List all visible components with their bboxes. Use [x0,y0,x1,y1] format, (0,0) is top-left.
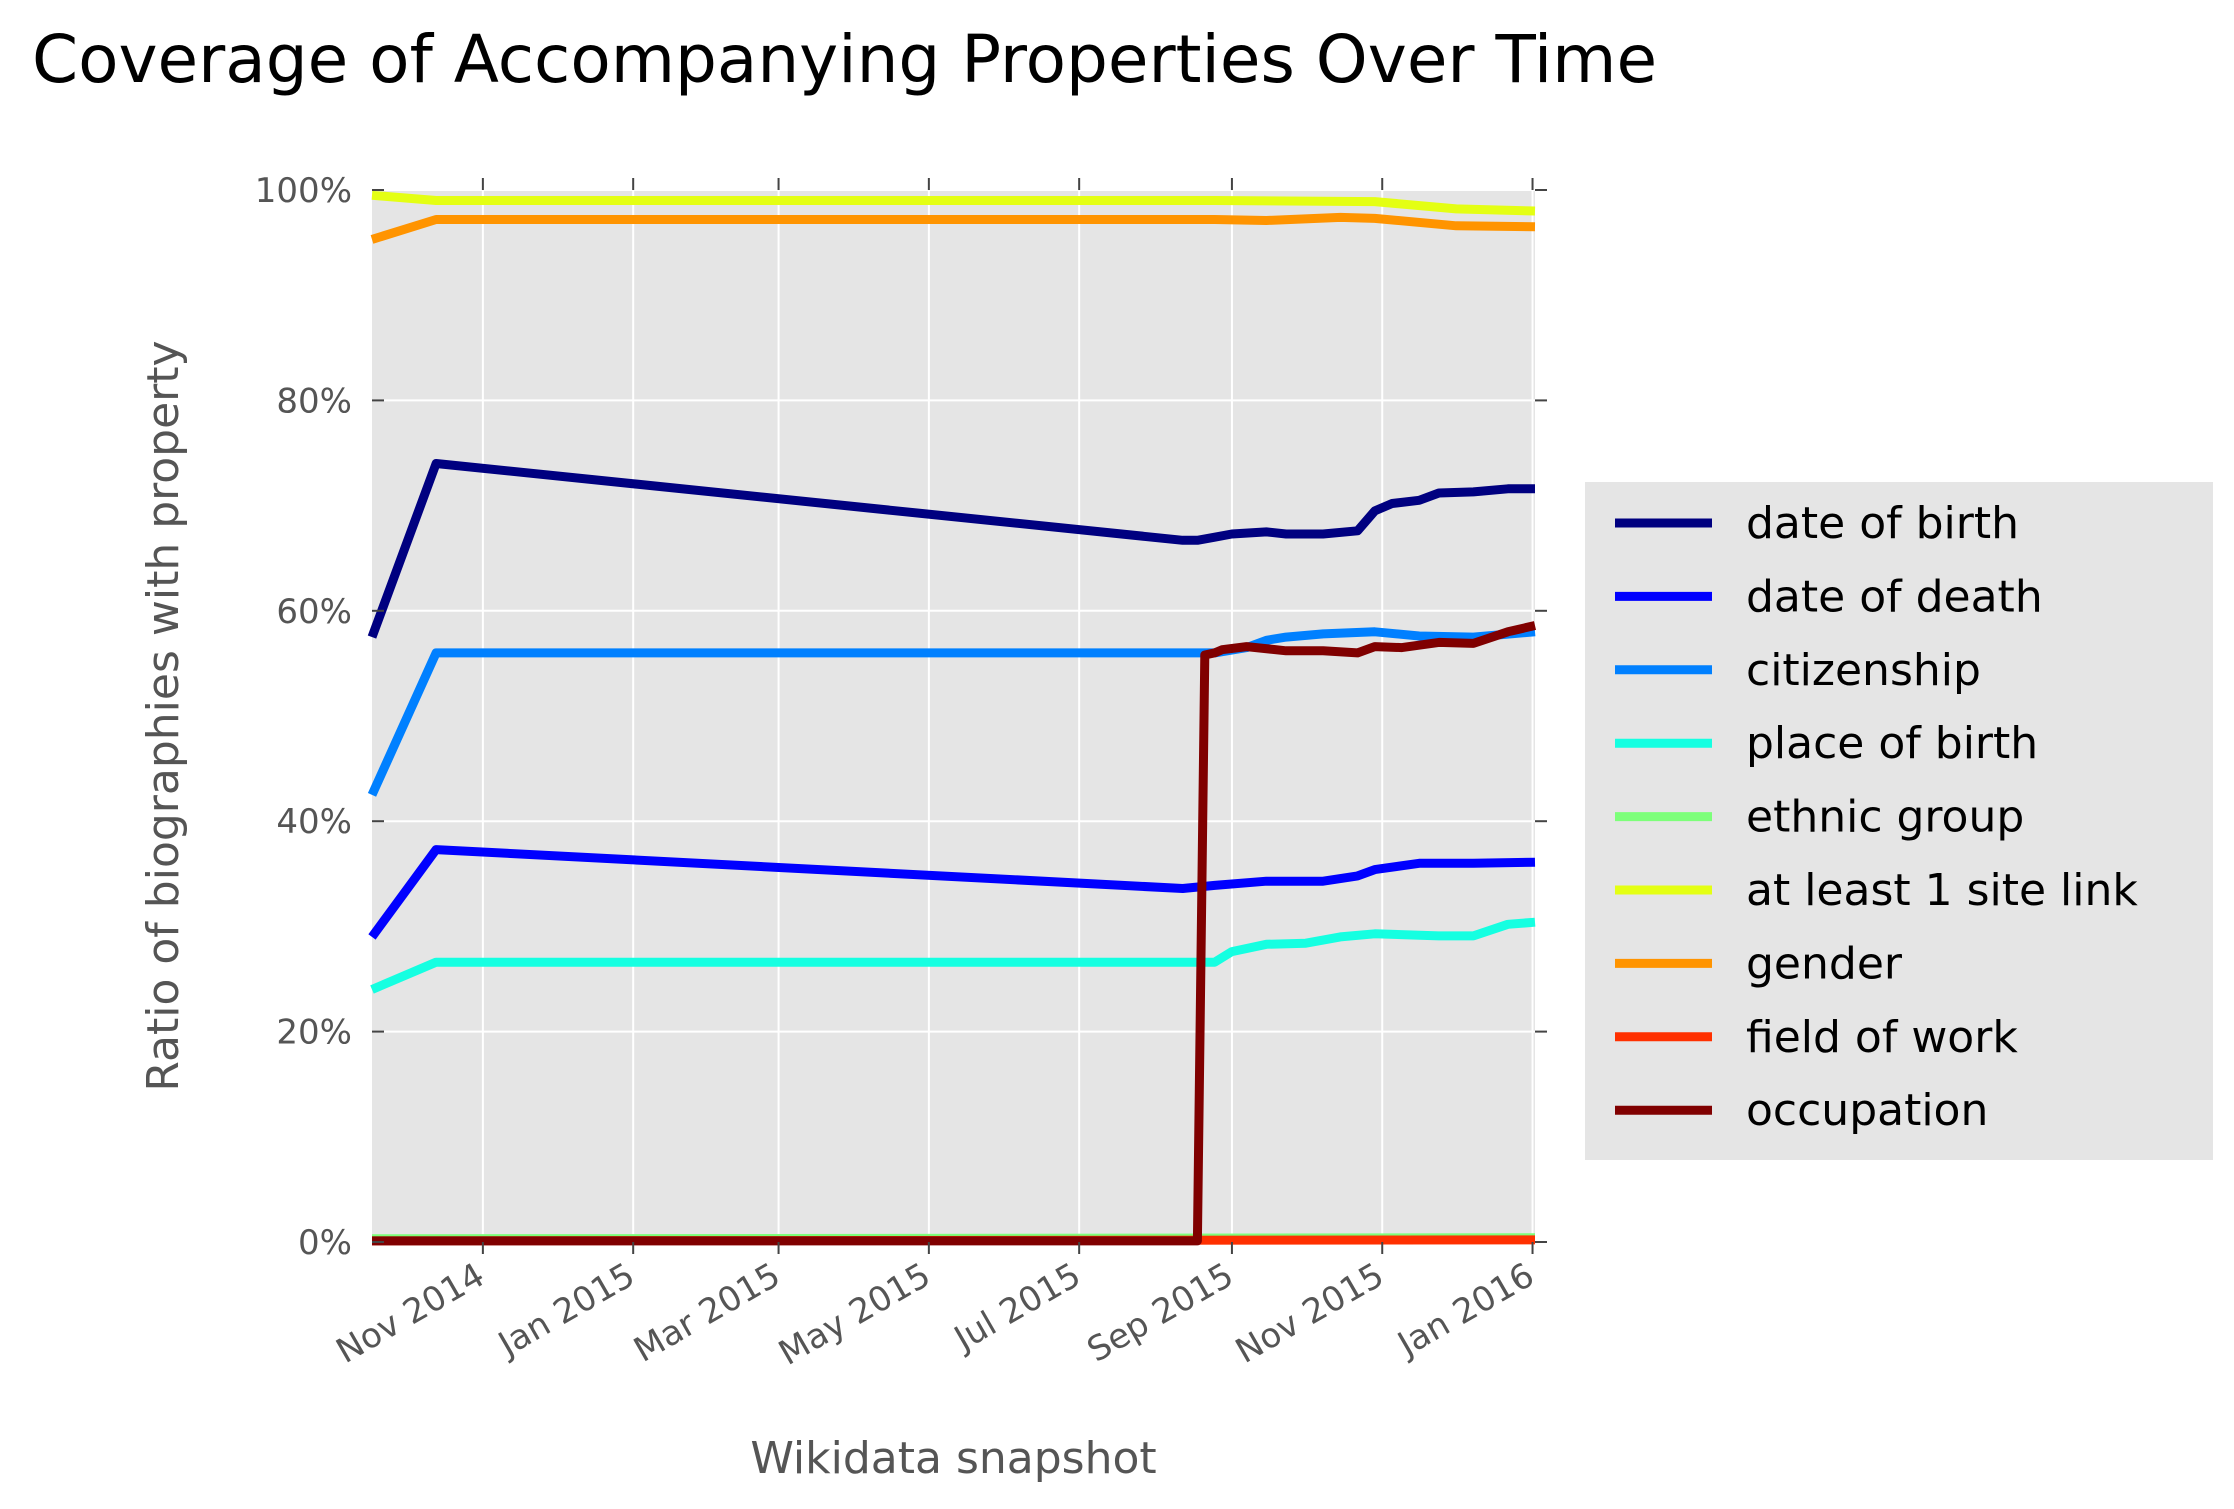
chart-title: Coverage of Accompanying Properties Over… [32,21,1657,98]
series-line-date-of-death [368,845,1536,940]
y-tick-label: 20% [276,1013,352,1053]
series-line-date-of-birth [367,459,1535,639]
y-axis-title: Ratio of biographies with property [138,340,189,1091]
legend-label-occupation: occupation [1746,1085,1988,1136]
plot-area [372,190,1535,1242]
legend-label-at-least-1-site-link: at least 1 site link [1746,865,2138,916]
series-line-at-least-1-site-link [371,190,1536,216]
legend-label-field-of-work: field of work [1746,1012,2018,1063]
y-tick-label: 60% [276,592,352,632]
legend: date of birth date of death citizenship pla… [1585,482,2213,1160]
grid [372,189,1535,1243]
legend-label-date-of-death: date of death [1746,571,2043,622]
legend-label-date-of-birth: date of birth [1746,498,2019,549]
legend-label-place-of-birth: place of birth [1746,718,2038,769]
legend-label-gender: gender [1746,938,1903,989]
y-tick-label: 0% [298,1223,352,1263]
x-axis-title: Wikidata snapshot [750,1433,1156,1484]
series-line-place-of-birth [370,917,1536,994]
y-tick-label: 40% [276,802,352,842]
y-tick-label: 80% [276,381,352,421]
series-layer [367,190,1537,1246]
y-tick-label: 100% [255,171,352,211]
legend-label-ethnic-group: ethnic group [1746,792,2024,843]
series-line-citizenship [367,627,1536,797]
axis-ticks [372,178,1547,1254]
series-line-occupation [372,621,1537,1246]
legend-label-citizenship: citizenship [1746,645,1981,696]
y-tick-labels: 0% 20% 40% 60% 80% 100% [255,171,352,1263]
series-line-gender [370,212,1536,244]
